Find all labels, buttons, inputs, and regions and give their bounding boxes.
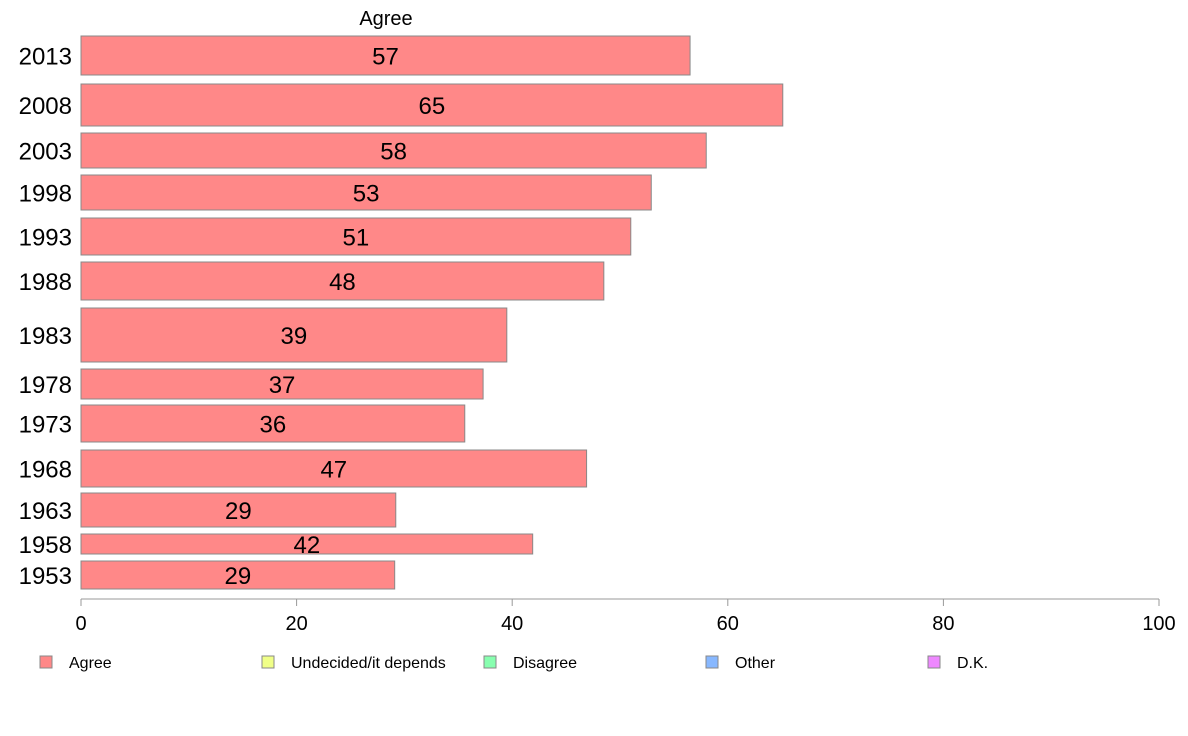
- x-tick-label: 40: [501, 613, 523, 635]
- bar-1958: [80, 533, 534, 555]
- y-tick-label: 1983: [19, 323, 72, 350]
- legend-label: Disagree: [513, 655, 577, 672]
- legend-swatch: [705, 655, 719, 669]
- y-tick-label: 1993: [19, 225, 72, 252]
- bar-1973: [80, 404, 466, 443]
- data-label: 57: [372, 44, 399, 71]
- legend-swatch: [927, 655, 941, 669]
- data-label: 53: [353, 181, 380, 208]
- legend-swatch: [39, 655, 53, 669]
- x-axis: 0 20 40 60 80 100: [75, 598, 1176, 635]
- bar-1963: [80, 492, 397, 528]
- legend-label: Undecided/it depends: [291, 655, 446, 672]
- x-tick-label: 0: [75, 613, 86, 635]
- y-tick-label: 1978: [19, 372, 72, 399]
- data-label: 39: [281, 323, 308, 350]
- data-label: 58: [380, 139, 407, 166]
- legend-label: D.K.: [957, 655, 988, 672]
- y-tick-label: 2008: [19, 93, 72, 120]
- data-label: 29: [224, 563, 251, 590]
- data-label: 65: [419, 93, 446, 120]
- legend-label: Agree: [69, 655, 112, 672]
- x-tick-label: 80: [932, 613, 954, 635]
- bar-1988: [80, 261, 605, 301]
- y-tick-label: 1958: [19, 532, 72, 559]
- y-tick-label: 1973: [19, 412, 72, 439]
- chart-title: Agree: [359, 8, 412, 30]
- y-axis-labels: 2013 2008 2003 1998 1993 1988 1983 1978 1973 1968…: [19, 44, 72, 591]
- legend-label: Other: [735, 655, 776, 672]
- y-tick-label: 1963: [19, 498, 72, 525]
- y-tick-label: 1953: [19, 563, 72, 590]
- data-label: 48: [329, 269, 356, 296]
- data-label: 47: [320, 457, 347, 484]
- x-tick-label: 60: [717, 613, 739, 635]
- bar-1953: [80, 560, 396, 590]
- bar-group: [80, 35, 784, 590]
- legend-swatch: [261, 655, 275, 669]
- bar-1993: [80, 217, 632, 256]
- y-tick-label: 2003: [19, 139, 72, 166]
- y-tick-label: 1988: [19, 269, 72, 296]
- y-tick-label: 2013: [19, 44, 72, 71]
- data-label: 36: [260, 412, 287, 439]
- x-tick-label: 20: [285, 613, 307, 635]
- data-label: 37: [269, 372, 296, 399]
- legend-swatch: [483, 655, 497, 669]
- data-label: 51: [343, 225, 370, 252]
- y-tick-label: 1968: [19, 457, 72, 484]
- bar-2003: [80, 132, 707, 169]
- bar-2008: [80, 83, 784, 127]
- bar-1983: [80, 307, 508, 363]
- bar-2013: [80, 35, 691, 76]
- data-label: 42: [293, 532, 320, 559]
- y-tick-label: 1998: [19, 181, 72, 208]
- bar-1968: [80, 449, 588, 488]
- bar-1998: [80, 174, 652, 211]
- data-label: 29: [225, 498, 252, 525]
- x-tick-label: 100: [1142, 613, 1175, 635]
- bar-1978: [80, 368, 484, 400]
- legend: Agree Undecided/it depends Disagree Other D.…: [39, 655, 988, 672]
